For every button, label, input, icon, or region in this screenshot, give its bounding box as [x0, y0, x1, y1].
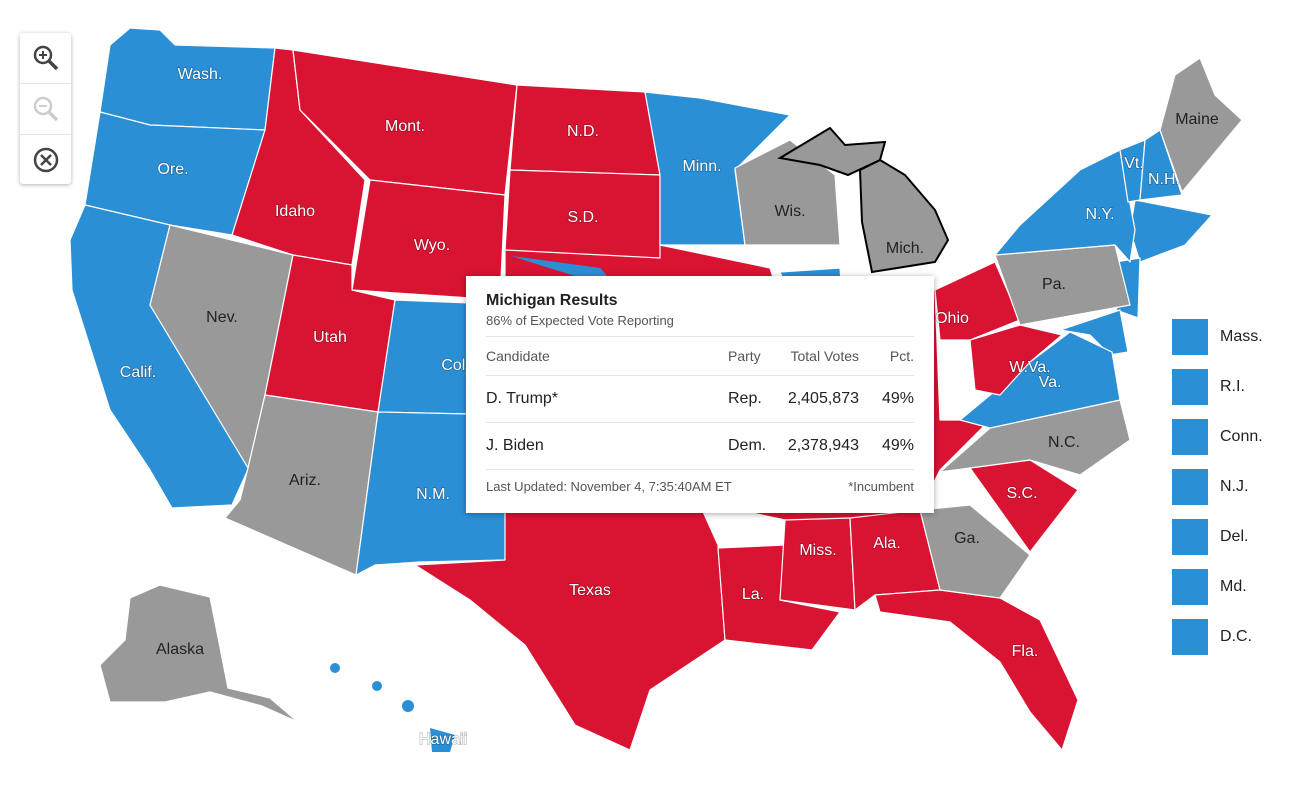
result-row: J. Biden Dem. 2,378,943 49%	[486, 422, 914, 470]
zoom-out[interactable]	[20, 84, 71, 135]
state[interactable]	[330, 663, 455, 752]
state-label: Maine	[1175, 111, 1219, 128]
state[interactable]	[777, 126, 950, 274]
tooltip-title: Michigan Results	[486, 292, 618, 309]
state[interactable]	[874, 589, 1079, 751]
state-label: Wyo.	[414, 237, 450, 254]
state-label: Wash.	[178, 66, 223, 83]
state-part	[330, 663, 340, 673]
state-label: La.	[742, 586, 764, 603]
state-label: Fla.	[1012, 643, 1039, 660]
column-header: Party	[728, 336, 781, 376]
state-label: Nev.	[206, 309, 238, 326]
state-label: S.C.	[1006, 485, 1037, 502]
zoom-out-icon	[33, 96, 58, 122]
cell: Rep.	[728, 375, 781, 423]
state[interactable]	[504, 169, 661, 259]
small-state-box[interactable]	[1172, 319, 1208, 355]
header-row: Candidate Party Total Votes Pct.	[486, 336, 914, 376]
small-state-label: R.I.	[1220, 378, 1245, 395]
state-label: Ore.	[157, 161, 188, 178]
tooltip-subtitle: 86% of Expected Vote Reporting	[486, 313, 674, 328]
state-label: Alaska	[156, 641, 204, 658]
new-england-south	[1129, 199, 1213, 263]
small-state-box[interactable]	[1172, 469, 1208, 505]
state-label: Ohio	[935, 310, 969, 327]
state-label: Utah	[313, 329, 347, 346]
state-part	[430, 728, 455, 752]
small-state-box[interactable]	[1172, 369, 1208, 405]
state-label: N.D.	[567, 123, 599, 140]
zoom-in-icon	[33, 45, 58, 71]
cell: Dem.	[728, 422, 781, 470]
state-part	[777, 126, 887, 177]
cell: 49%	[859, 422, 914, 470]
incumbent-note: *Incumbent	[848, 479, 914, 494]
state-label: Texas	[569, 582, 611, 599]
state[interactable]	[934, 261, 1021, 341]
result-row: D. Trump* Rep. 2,405,873 49%	[486, 375, 914, 423]
state-label: Miss.	[799, 542, 836, 559]
state[interactable]	[994, 149, 1136, 263]
zoom-in[interactable]	[20, 33, 71, 84]
state-label: Mich.	[886, 240, 924, 257]
small-state-label: N.J.	[1220, 478, 1248, 495]
state-label: N.Y.	[1085, 206, 1114, 223]
state-label: Calif.	[120, 364, 156, 381]
state-label: Idaho	[275, 203, 315, 220]
column-header: Candidate	[486, 336, 728, 376]
results-table: Candidate Party Total Votes Pct. D. Trum…	[486, 336, 914, 470]
small-state-box[interactable]	[1172, 419, 1208, 455]
state-label: N.H.	[1148, 171, 1180, 188]
last-updated: Last Updated: November 4, 7:35:40AM ET	[486, 479, 732, 494]
state-label: Wis.	[774, 203, 805, 220]
reset-icon	[33, 147, 58, 173]
state-label: S.D.	[567, 209, 598, 226]
cell: D. Trump*	[486, 375, 728, 423]
small-state-label: Md.	[1220, 578, 1247, 595]
state-label: Pa.	[1042, 276, 1066, 293]
cell: 2,405,873	[781, 375, 859, 423]
state-label: Mont.	[385, 118, 425, 135]
state-label: N.M.	[416, 486, 450, 503]
zoom-controls	[20, 33, 71, 184]
state-label: Ga.	[954, 530, 980, 547]
state-label: Minn.	[682, 158, 721, 175]
small-state-legend: Mass. R.I. Conn. N.J. Del. Md. D.C.	[1172, 319, 1263, 655]
cell: 49%	[859, 375, 914, 423]
state-labels: Wash. Ore. Calif. Nev. Idaho Mont. Wyo. …	[119, 65, 1219, 749]
state-part	[372, 681, 382, 691]
maryland-delaware	[1059, 309, 1129, 356]
small-state-label: D.C.	[1220, 628, 1252, 645]
state[interactable]	[1159, 57, 1243, 193]
state-label: Ala.	[873, 535, 901, 552]
state-label: N.C.	[1048, 434, 1080, 451]
small-state-box[interactable]	[1172, 519, 1208, 555]
state[interactable]	[779, 517, 856, 611]
column-header: Pct.	[859, 336, 914, 376]
tooltip: Michigan Results 86% of Expected Vote Re…	[466, 276, 934, 513]
small-state-label: Conn.	[1220, 428, 1263, 445]
state-label: W.Va.	[1009, 359, 1051, 376]
cell: 2,378,943	[781, 422, 859, 470]
cell: J. Biden	[486, 422, 728, 470]
tooltip-footer: Last Updated: November 4, 7:35:40AM ET *…	[486, 479, 914, 494]
column-header: Total Votes	[781, 336, 859, 376]
reset[interactable]	[20, 135, 71, 185]
small-state-box[interactable]	[1172, 619, 1208, 655]
small-state-box[interactable]	[1172, 569, 1208, 605]
state-part	[402, 700, 414, 712]
state[interactable]	[1139, 129, 1183, 201]
state-label: Vt.	[1124, 155, 1144, 172]
state-label: Ariz.	[289, 472, 321, 489]
state-label: Va.	[1039, 374, 1062, 391]
small-state-label: Del.	[1220, 528, 1248, 545]
state[interactable]	[919, 504, 1031, 599]
small-state-label: Mass.	[1220, 328, 1263, 345]
state[interactable]	[734, 139, 841, 246]
state-label: Hawaii	[419, 731, 467, 748]
state-part	[858, 158, 950, 274]
state[interactable]	[99, 584, 299, 723]
